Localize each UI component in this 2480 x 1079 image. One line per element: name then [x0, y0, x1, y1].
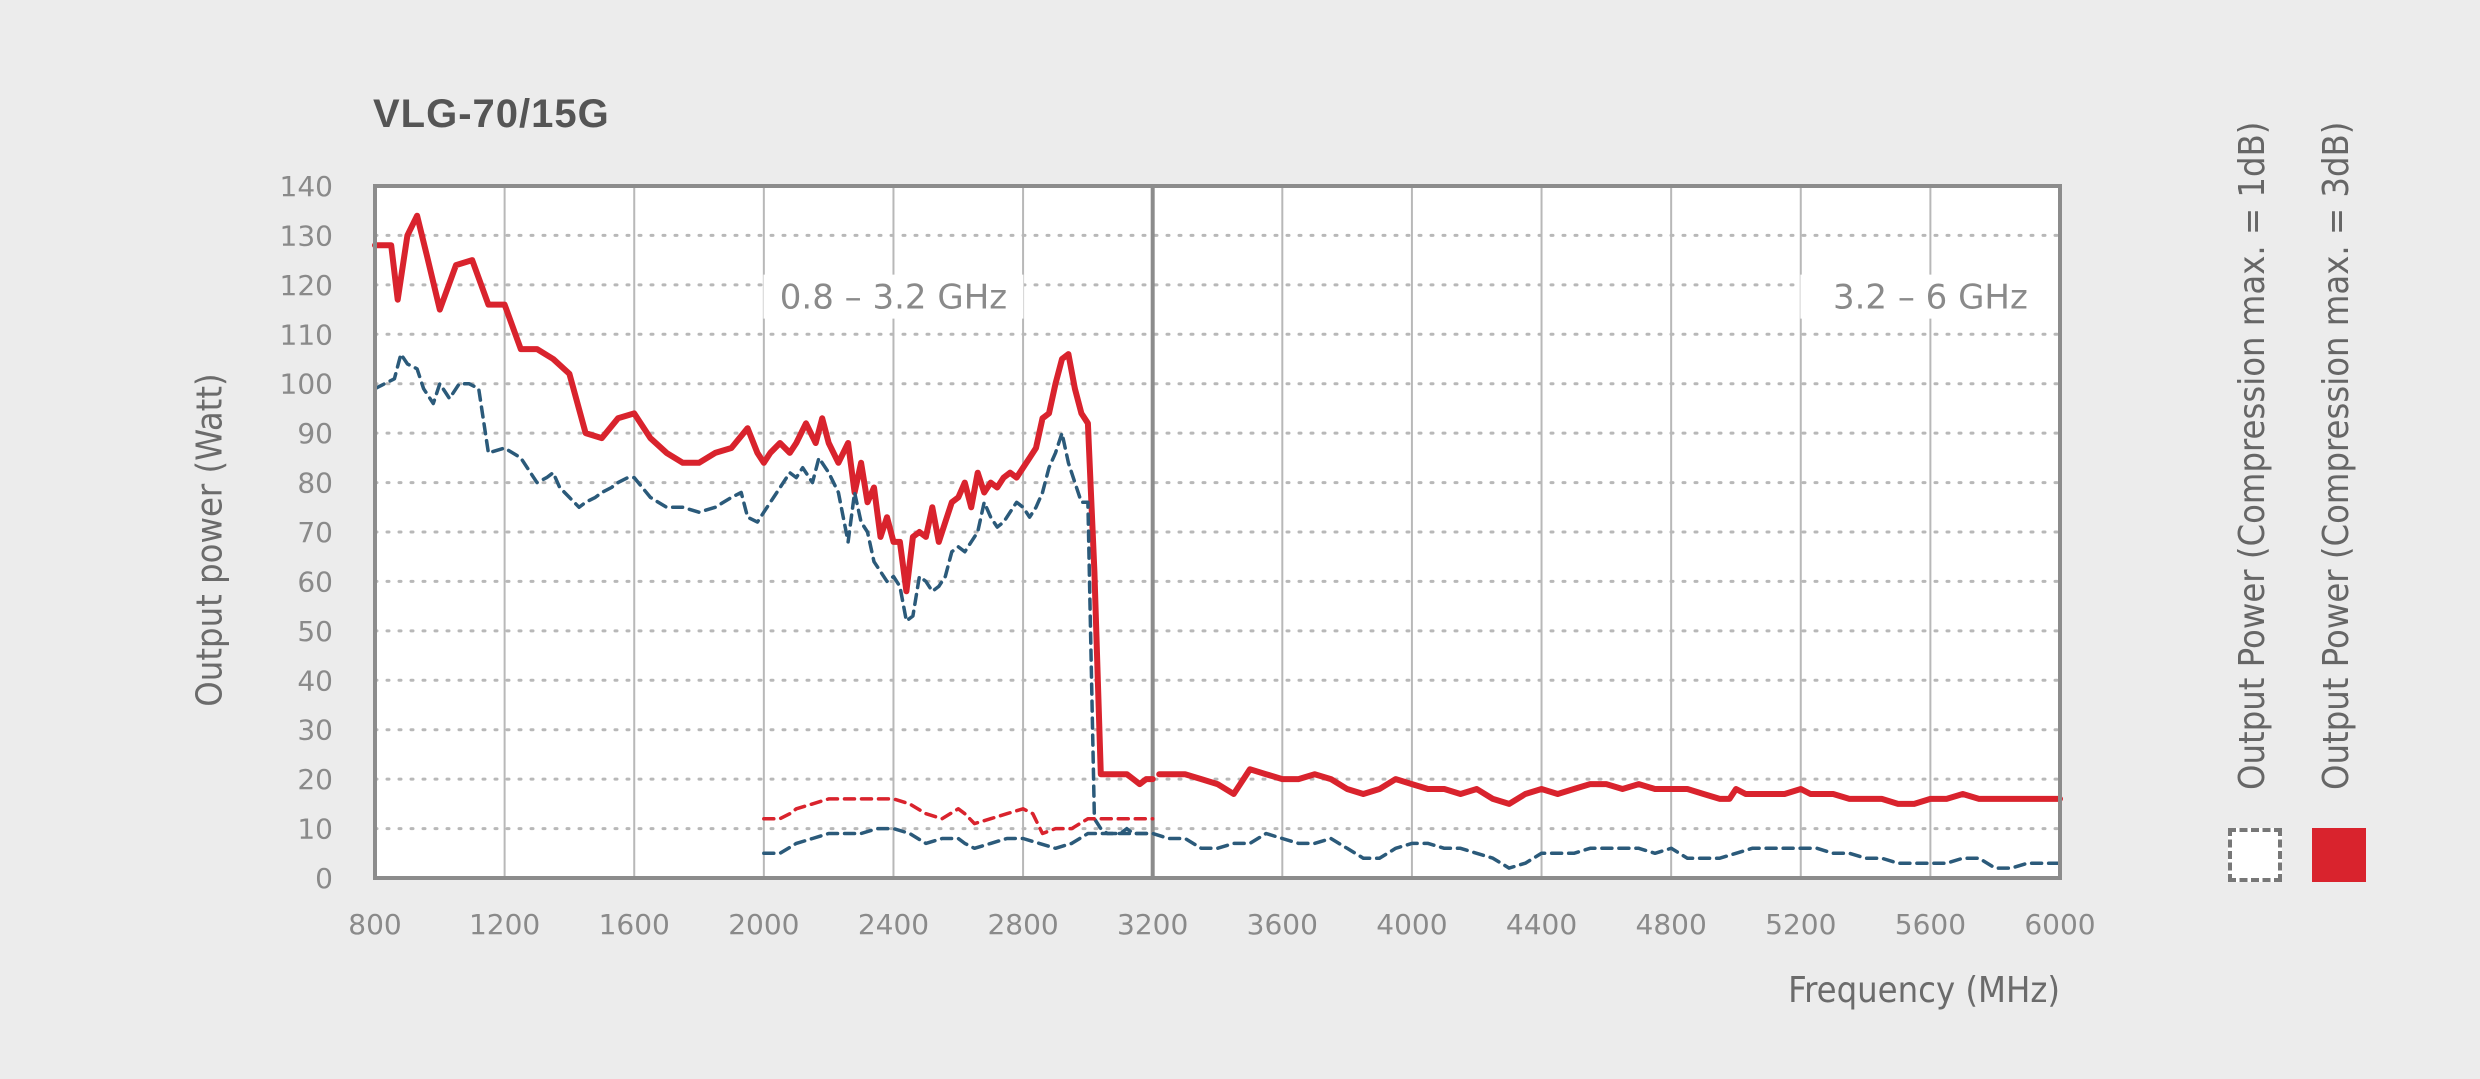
- region-label-bg: [1800, 274, 2061, 319]
- series-line-1: [372, 212, 1156, 788]
- x-tick-label: 1200: [469, 908, 540, 941]
- y-tick-label: 0: [315, 862, 333, 895]
- region-label: 0.8 – 3.2 GHz: [780, 278, 1007, 318]
- region-label-bg: [763, 274, 1024, 319]
- y-tick-label: 80: [297, 467, 333, 500]
- series-line-4: [762, 826, 2062, 870]
- legend-label-3db: Output Power (Compression max. = 3dB): [2316, 121, 2357, 790]
- y-tick-label: 140: [280, 170, 333, 203]
- y-tick-label: 60: [297, 565, 333, 598]
- y-tick-label: 120: [280, 269, 333, 302]
- x-tick-label: 1600: [599, 908, 670, 941]
- region-label: 3.2 – 6 GHz: [1833, 278, 2028, 318]
- y-tick-label: 100: [280, 368, 333, 401]
- x-tick-label: 4400: [1506, 908, 1577, 941]
- x-tick-label: 2400: [858, 908, 929, 941]
- x-tick-label: 4800: [1636, 908, 1707, 941]
- x-tick-label: 6000: [2024, 908, 2095, 941]
- x-axis-label: Frequency (MHz): [1788, 970, 2060, 1011]
- chart-title: VLG-70/15G: [373, 92, 610, 136]
- x-tick-label: 3200: [1117, 908, 1188, 941]
- x-tick-label: 5600: [1895, 908, 1966, 941]
- y-tick-label: 10: [297, 813, 333, 846]
- plot-frame: [373, 184, 2062, 880]
- y-tick-label: 40: [297, 664, 333, 697]
- y-tick-label: 110: [280, 318, 333, 351]
- y-tick-label: 50: [297, 615, 333, 648]
- x-tick-label: 5200: [1765, 908, 1836, 941]
- series-line-5: [762, 797, 1155, 836]
- series-line-2: [1156, 766, 2063, 807]
- x-tick-label: 2000: [728, 908, 799, 941]
- y-tick-label: 20: [297, 763, 333, 796]
- y-tick-label: 70: [297, 516, 333, 549]
- legend-swatch-3db: [2312, 828, 2366, 882]
- y-tick-label: 90: [297, 417, 333, 450]
- x-tick-label: 2800: [987, 908, 1058, 941]
- y-tick-label: 130: [280, 219, 333, 252]
- series-line-3: [373, 352, 1155, 836]
- legend-label-1db: Output Power (Compression max. = 1dB): [2232, 121, 2273, 790]
- legend-swatch-1db: [2228, 828, 2282, 882]
- y-tick-label: 30: [297, 714, 333, 747]
- x-tick-label: 4000: [1376, 908, 1447, 941]
- x-tick-label: 800: [348, 908, 401, 941]
- x-tick-label: 3600: [1247, 908, 1318, 941]
